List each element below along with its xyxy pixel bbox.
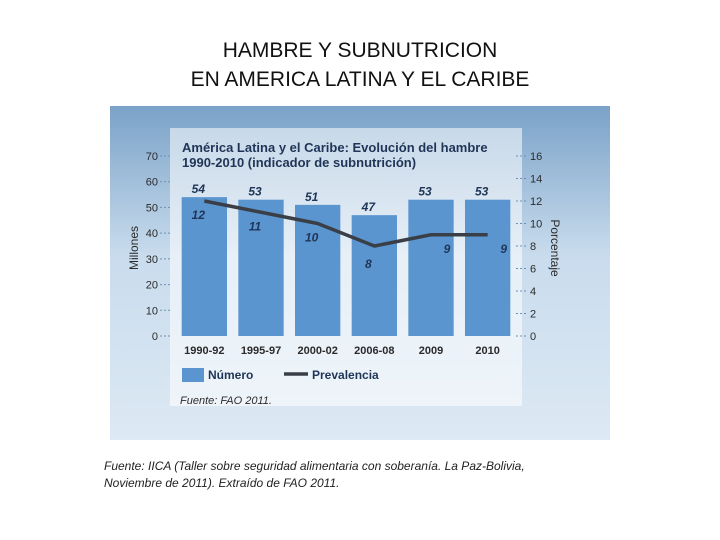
y-tick-label: 50 [146,202,158,214]
y2-tick-label: 16 [530,151,542,163]
y-tick-label: 20 [146,280,158,292]
y2-tick-label: 8 [530,241,536,253]
y2-tick-label: 14 [530,174,542,186]
y-tick-label: 10 [146,305,158,317]
bar-value-label: 53 [248,185,262,199]
y-tick-label: 30 [146,254,158,266]
line-value-label: 11 [249,219,262,233]
bar-numero [295,204,341,336]
bar-value-label: 54 [192,182,206,196]
slide-title-line-1: HAMBRE Y SUBNUTRICION [222,39,498,62]
line-value-label: 10 [305,231,319,245]
y2-tick-label: 2 [530,309,536,321]
hunger-chart: América Latina y el Caribe: Evolución de… [127,140,562,407]
bar-value-label: 51 [305,190,319,204]
slide-title-line-2: EN AMERICA LATINA Y EL CARIBE [190,68,530,91]
chart-title-line-1: América Latina y el Caribe: Evolución de… [182,140,488,155]
source-caption: Fuente: IICA (Taller sobre seguridad ali… [104,458,664,492]
slide-title: HAMBRE Y SUBNUTRICION EN AMERICA LATINA … [0,36,720,94]
bar-numero [408,199,454,336]
legend-label-prevalencia: Prevalencia [312,368,379,382]
legend-swatch-numero [182,368,204,382]
y2-axis-label: Porcentaje [548,219,562,277]
prevalence-line [203,199,488,248]
chart-plot-backdrop [170,128,522,406]
chart-image-panel: América Latina y el Caribe: Evolución de… [110,106,610,440]
chart-source-note: Fuente: FAO 2011. [180,395,272,407]
legend-label-numero: Número [208,368,253,382]
y2-tick-label: 10 [530,219,542,231]
line-value-label: 9 [500,242,507,256]
line-value-label: 8 [365,257,372,271]
bar-numero [465,199,511,336]
bar-value-label: 47 [361,200,377,214]
chart-title-line-2: 1990-2010 (indicador de subnutrición) [182,155,416,170]
line-value-label: 12 [192,208,206,222]
y-tick-label: 40 [146,228,158,240]
bar-value-label: 53 [418,185,432,199]
bar-numero [181,197,227,336]
y2-tick-label: 4 [530,286,536,298]
y2-tick-label: 6 [530,264,536,276]
line-value-label: 9 [444,242,451,256]
x-tick-label: 2006-08 [354,345,394,357]
bar-numero [238,199,284,336]
bar-numero [351,215,397,336]
y-tick-label: 70 [146,151,158,163]
x-tick-label: 1990-92 [184,345,224,357]
bar-value-label: 53 [475,185,489,199]
x-tick-label: 2010 [475,345,499,357]
x-tick-label: 2009 [419,345,443,357]
x-tick-label: 2000-02 [297,345,337,357]
x-tick-label: 1995-97 [241,345,281,357]
caption-line-2: Noviembre de 2011). Extraído de FAO 2011… [104,476,340,490]
y-tick-label: 60 [146,177,158,189]
y-axis-label: Millones [127,226,141,270]
y2-tick-label: 0 [530,331,536,343]
y-tick-label: 0 [152,331,158,343]
y2-tick-label: 12 [530,196,542,208]
caption-line-1: Fuente: IICA (Taller sobre seguridad ali… [104,459,525,473]
